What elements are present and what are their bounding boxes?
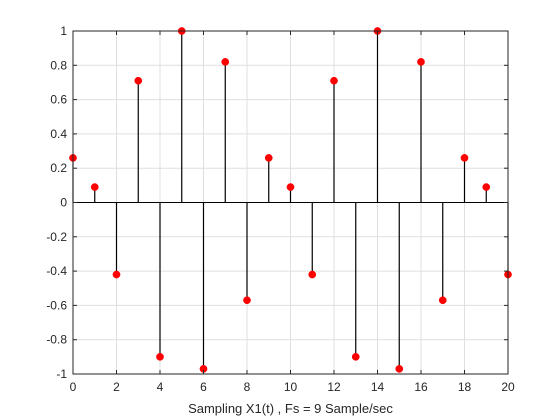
y-tick-label: 0 [60, 196, 67, 210]
x-tick-label: 10 [284, 380, 298, 394]
x-tick-label: 4 [157, 380, 164, 394]
y-tick-label: -0.6 [46, 298, 67, 312]
x-tick-label: 6 [200, 380, 207, 394]
stem-marker [395, 365, 404, 373]
x-tick-label: 8 [244, 380, 251, 394]
x-tick-labels: 0 2 4 6 8 10 12 14 16 18 20 [70, 380, 515, 394]
stem-marker [243, 296, 251, 305]
stem-marker [482, 183, 491, 191]
stem-marker [286, 183, 295, 191]
y-tick-labels: 1 0.8 0.6 0.4 0.2 0 -0.2 -0.4 -0.6 -0.8 -1 [46, 24, 67, 381]
y-tick-label: -0.8 [46, 333, 67, 347]
stem-marker [221, 58, 230, 66]
y-tick-label: 0.8 [50, 58, 67, 72]
tick-marks [72, 30, 509, 375]
stem-marker [417, 58, 425, 66]
y-tick-label: -0.2 [46, 230, 67, 244]
y-tick-label: -0.4 [46, 264, 67, 278]
stem-marker [438, 296, 447, 305]
stem-marker [308, 270, 317, 279]
stem-marker [134, 76, 143, 85]
stem-marker [351, 353, 360, 361]
x-tick-label: 14 [371, 380, 385, 394]
stem-markers [69, 27, 512, 373]
x-tick-label: 2 [113, 380, 120, 394]
y-tick-label: 0.2 [50, 161, 67, 175]
stem-marker [156, 353, 164, 361]
stem-marker [264, 154, 273, 162]
y-tick-label: 0.4 [50, 127, 67, 141]
stem-marker [112, 270, 121, 279]
stem-marker [330, 76, 338, 85]
x-tick-label: 0 [70, 380, 77, 394]
stem-marker [90, 183, 99, 191]
y-tick-label: 0.6 [50, 93, 67, 107]
x-tick-label: 20 [501, 380, 515, 394]
x-tick-label: 18 [458, 380, 472, 394]
x-tick-label: 16 [414, 380, 428, 394]
x-axis-label: Sampling X1(t) , Fs = 9 Sample/sec [188, 401, 393, 416]
stem-marker [460, 154, 469, 162]
y-tick-label: -1 [56, 367, 67, 381]
y-tick-label: 1 [60, 24, 67, 38]
x-tick-label: 12 [327, 380, 341, 394]
